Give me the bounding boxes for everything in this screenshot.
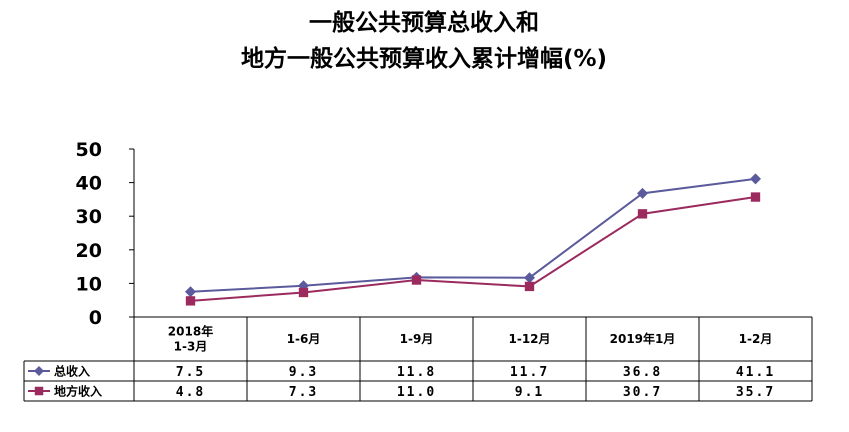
- data-label: 11.0: [397, 385, 436, 400]
- x-category-label: 1-9月: [400, 332, 434, 346]
- series-line-1: [190, 177, 756, 293]
- y-tick-label: 10: [76, 273, 102, 295]
- y-tick-label: 30: [76, 206, 102, 228]
- series-1-point: [750, 173, 761, 185]
- legend-marker-2: [34, 386, 44, 396]
- series-2-point: [298, 287, 309, 298]
- chart-title-line-1: 一般公共预算总收入和: [309, 9, 539, 36]
- x-category-label: 1-6月: [287, 332, 321, 346]
- data-label: 4.8: [176, 385, 205, 400]
- legend-marker-1: [34, 366, 44, 376]
- x-category-label: 2018年: [168, 324, 213, 339]
- y-tick-label: 20: [76, 240, 102, 262]
- series-2-point: [637, 209, 648, 219]
- x-category-label: 2019年1月: [610, 331, 676, 346]
- plot-area: [185, 173, 761, 306]
- chart-title-line-2: 地方一般公共预算收入累计增幅(%): [241, 45, 607, 72]
- x-category-label: 1-12月: [508, 332, 550, 346]
- series-1-point: [185, 286, 196, 298]
- data-label: 11.7: [510, 365, 549, 380]
- data-label: 11.8: [397, 365, 436, 380]
- legend-label-1: 总收入: [54, 364, 90, 379]
- legend-label-2: 地方收入: [54, 384, 102, 399]
- series-2-point: [185, 296, 196, 306]
- y-tick-label: 40: [76, 173, 102, 195]
- data-label: 41.1: [736, 365, 775, 380]
- series-1-point: [637, 187, 648, 199]
- y-tick-label: 50: [76, 139, 102, 161]
- data-label: 9.1: [515, 385, 544, 400]
- series-2-point: [411, 275, 422, 285]
- y-tick-label: 0: [89, 307, 102, 329]
- data-label: 7.3: [289, 385, 318, 400]
- x-category-label: 1-2月: [739, 332, 773, 346]
- data-label: 7.5: [176, 365, 205, 380]
- x-category-label: 1-3月: [174, 340, 208, 354]
- series-line-2: [190, 196, 756, 302]
- series-2-point: [524, 281, 535, 292]
- series-2-point: [750, 192, 761, 202]
- y-axis: 0 10 20 30 40 50: [76, 139, 135, 329]
- data-label: 36.8: [623, 365, 662, 380]
- data-label: 9.3: [289, 365, 318, 380]
- data-label: 35.7: [736, 385, 775, 400]
- data-label: 30.7: [623, 385, 662, 400]
- series-1-point: [524, 272, 535, 284]
